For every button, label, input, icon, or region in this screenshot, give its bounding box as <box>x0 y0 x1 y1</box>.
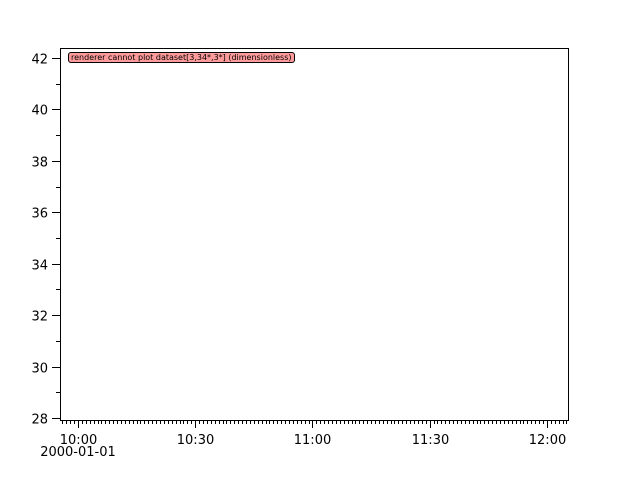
x-tick-label: 10:30 <box>177 433 214 448</box>
error-message: renderer cannot plot dataset[3,34*,3*] (… <box>68 52 295 63</box>
y-tick-label: 40 <box>31 104 48 119</box>
x-tick-label: 11:30 <box>412 433 449 448</box>
y-tick-label: 32 <box>31 310 48 325</box>
x-date-label: 2000-01-01 <box>40 445 116 460</box>
y-tick-label: 38 <box>31 156 48 171</box>
y-tick-label: 34 <box>31 259 48 274</box>
y-tick-label: 36 <box>31 207 48 222</box>
y-tick-label: 42 <box>31 53 48 68</box>
y-tick-label: 28 <box>31 413 48 428</box>
x-tick-label: 11:00 <box>294 433 331 448</box>
plot-frame <box>60 48 569 421</box>
x-tick-label: 12:00 <box>529 433 566 448</box>
x-tick-label: 10:00 <box>60 433 97 448</box>
y-tick-label: 30 <box>31 362 48 377</box>
